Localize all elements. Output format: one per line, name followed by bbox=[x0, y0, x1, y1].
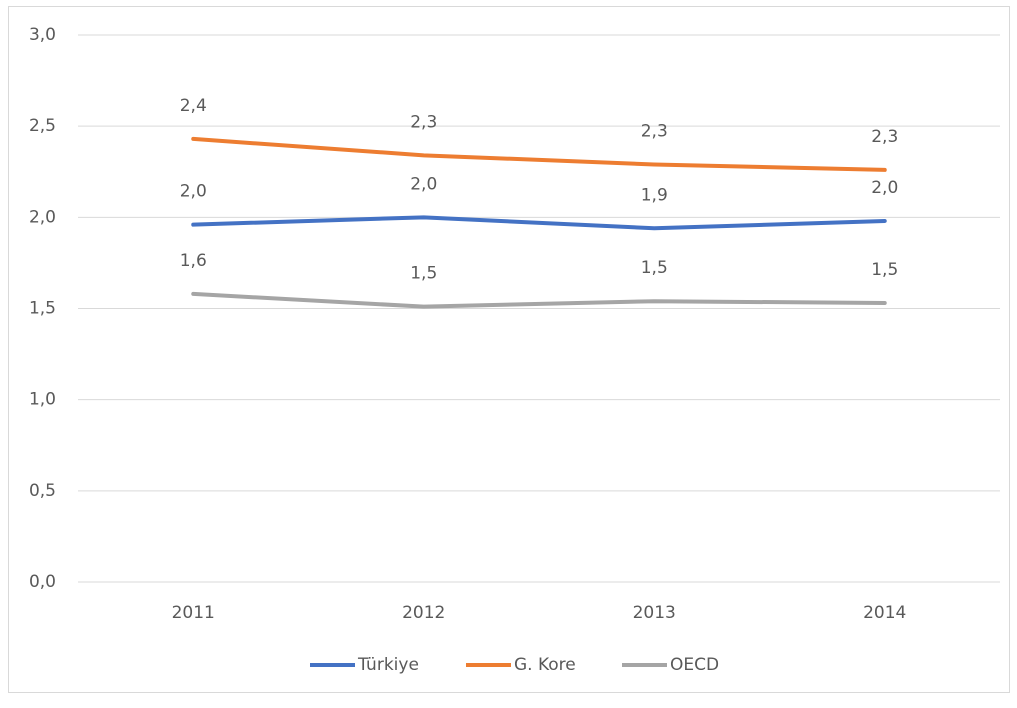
data-label: 2,0 bbox=[180, 182, 207, 202]
y-tick-label: 3,0 bbox=[29, 25, 56, 45]
series-line bbox=[191, 291, 887, 309]
y-tick-label: 1,0 bbox=[29, 390, 56, 410]
data-label: 2,0 bbox=[410, 174, 437, 194]
y-tick-label: 2,0 bbox=[29, 207, 56, 227]
data-label: 1,5 bbox=[641, 258, 668, 278]
x-tick-label: 2012 bbox=[402, 603, 445, 623]
data-label: 2,0 bbox=[871, 178, 898, 198]
y-tick-label: 0,5 bbox=[29, 481, 56, 501]
data-label: 2,4 bbox=[180, 96, 207, 116]
legend-label: Türkiye bbox=[357, 655, 419, 675]
data-label: 1,6 bbox=[180, 251, 207, 271]
data-label: 2,3 bbox=[641, 121, 668, 141]
series-line bbox=[191, 136, 887, 172]
data-label: 2,3 bbox=[871, 127, 898, 147]
data-label: 2,3 bbox=[410, 112, 437, 132]
x-tick-label: 2011 bbox=[172, 603, 215, 623]
legend-label: G. Kore bbox=[514, 655, 576, 675]
y-tick-label: 1,5 bbox=[29, 299, 56, 319]
y-tick-label: 0,0 bbox=[29, 572, 56, 592]
legend-label: OECD bbox=[670, 655, 719, 675]
data-label: 1,9 bbox=[641, 185, 668, 205]
chart-border bbox=[8, 6, 1010, 693]
x-tick-label: 2013 bbox=[633, 603, 676, 623]
series-line bbox=[191, 215, 887, 231]
y-tick-label: 2,5 bbox=[29, 116, 56, 136]
data-label: 1,5 bbox=[871, 260, 898, 280]
x-tick-label: 2014 bbox=[863, 603, 906, 623]
data-label: 1,5 bbox=[410, 264, 437, 284]
